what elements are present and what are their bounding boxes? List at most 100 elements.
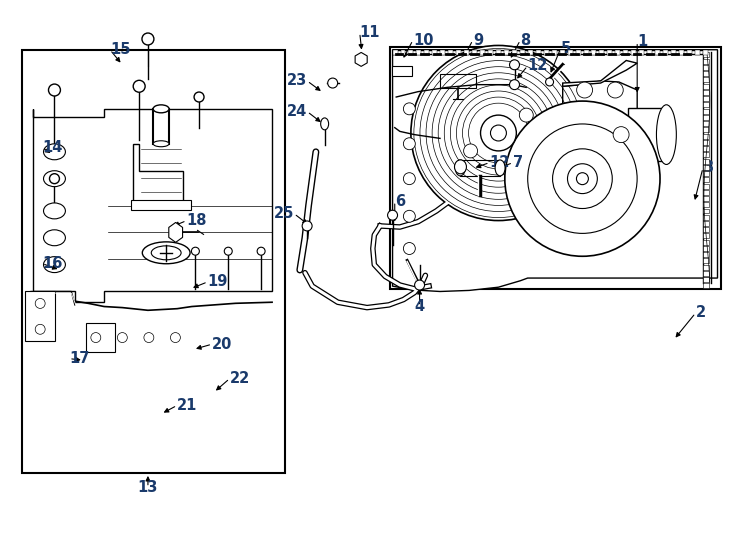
Bar (703, 115, 709, 120)
Text: 10: 10 (413, 32, 434, 48)
Text: 2: 2 (696, 306, 705, 320)
Bar (416, 50, 421, 55)
Bar (703, 152, 709, 157)
Bar (480, 50, 485, 55)
Circle shape (404, 138, 415, 150)
Text: 7: 7 (513, 155, 523, 170)
Text: 25: 25 (274, 206, 294, 221)
Text: 12: 12 (490, 155, 510, 170)
Circle shape (35, 299, 46, 308)
Bar (392, 66, 412, 76)
Polygon shape (563, 81, 637, 203)
Bar (703, 252, 709, 257)
Bar (22, 50, 286, 473)
Circle shape (404, 242, 415, 254)
Text: 16: 16 (42, 256, 62, 271)
Bar (703, 103, 709, 107)
Polygon shape (133, 144, 183, 206)
Text: 13: 13 (138, 480, 158, 495)
Bar (457, 50, 461, 55)
Polygon shape (169, 222, 183, 242)
Ellipse shape (153, 105, 169, 113)
Bar (496, 50, 501, 55)
Bar (536, 50, 541, 55)
Ellipse shape (656, 105, 676, 165)
Circle shape (545, 78, 553, 86)
Bar (440, 74, 476, 88)
Circle shape (327, 78, 338, 88)
Ellipse shape (43, 171, 65, 187)
Circle shape (520, 108, 534, 122)
Bar (703, 96, 709, 101)
Bar (687, 50, 692, 55)
Circle shape (404, 103, 415, 115)
Bar (703, 233, 709, 239)
Bar (671, 50, 676, 55)
Text: 20: 20 (212, 336, 233, 352)
Bar (584, 50, 589, 55)
Circle shape (411, 45, 586, 220)
Ellipse shape (153, 141, 169, 147)
Bar (623, 50, 628, 55)
Text: 9: 9 (473, 32, 483, 48)
Circle shape (404, 210, 415, 222)
Text: 14: 14 (42, 140, 62, 155)
Bar (703, 265, 709, 269)
Text: 5: 5 (561, 41, 571, 56)
Bar (86, 322, 115, 353)
Bar (703, 133, 709, 139)
Circle shape (577, 82, 592, 98)
Polygon shape (563, 60, 637, 86)
Bar (703, 202, 709, 207)
Ellipse shape (43, 230, 65, 246)
Text: 24: 24 (287, 104, 307, 119)
Bar (448, 50, 453, 55)
Text: 23: 23 (287, 73, 307, 89)
Ellipse shape (495, 160, 505, 176)
Ellipse shape (454, 160, 466, 174)
Bar (703, 259, 709, 264)
Bar (703, 271, 709, 276)
Bar (424, 50, 429, 55)
Circle shape (257, 247, 265, 255)
Text: 1: 1 (637, 34, 647, 49)
Circle shape (48, 84, 60, 96)
Polygon shape (393, 50, 718, 292)
Circle shape (553, 149, 612, 208)
Circle shape (117, 333, 127, 342)
Bar (520, 50, 525, 55)
Bar (440, 50, 446, 55)
Ellipse shape (455, 160, 465, 176)
Text: 21: 21 (177, 398, 197, 413)
Text: 11: 11 (360, 25, 380, 40)
Bar (131, 200, 191, 210)
Bar (703, 109, 709, 113)
Circle shape (464, 144, 478, 158)
Bar (488, 50, 493, 55)
Bar (460, 160, 500, 176)
Bar (472, 50, 477, 55)
Text: 6: 6 (395, 194, 405, 209)
Bar (401, 50, 405, 55)
Bar (703, 177, 709, 183)
Bar (703, 52, 709, 57)
Bar (703, 215, 709, 220)
Bar (544, 50, 549, 55)
Bar (464, 50, 469, 55)
Text: 8: 8 (520, 32, 531, 48)
Bar (663, 50, 668, 55)
Circle shape (49, 174, 59, 184)
Bar (703, 84, 709, 89)
Text: 18: 18 (186, 213, 207, 228)
Bar (567, 50, 573, 55)
Bar (703, 171, 709, 176)
Bar (393, 50, 398, 55)
Bar (592, 50, 597, 55)
Ellipse shape (151, 246, 181, 260)
Circle shape (194, 92, 204, 102)
Bar (639, 50, 644, 55)
Polygon shape (628, 108, 666, 161)
Circle shape (509, 60, 520, 70)
Bar (703, 90, 709, 95)
Bar (703, 71, 709, 76)
